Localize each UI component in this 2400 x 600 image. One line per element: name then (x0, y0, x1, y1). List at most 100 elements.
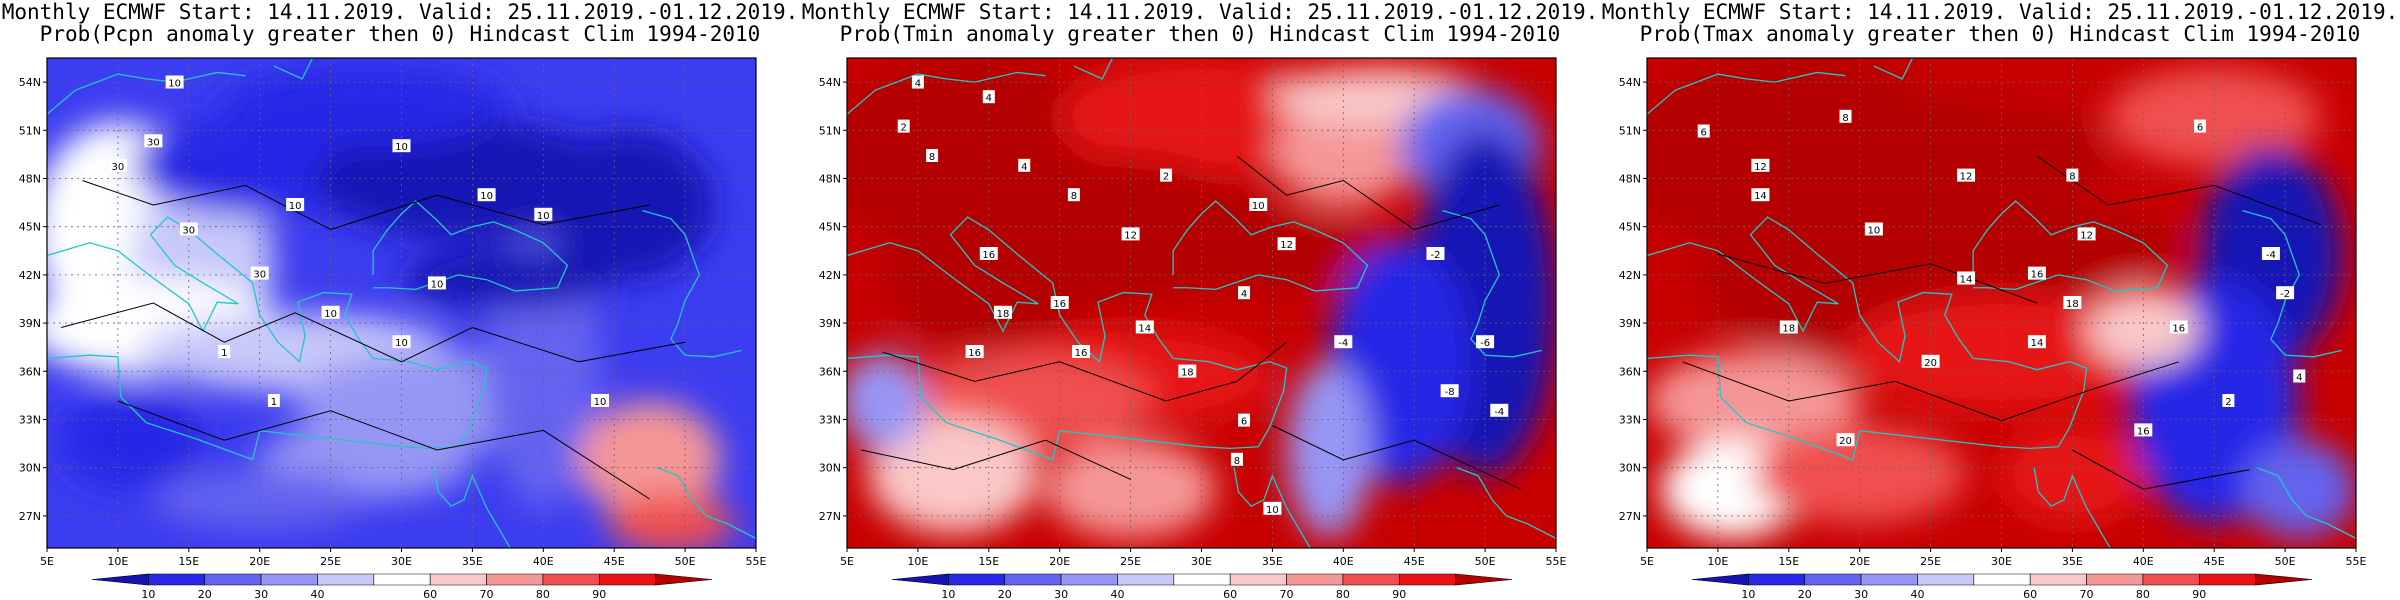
contour-label-text: 18 (1782, 324, 1795, 335)
colorbar-label: 20 (1798, 588, 1812, 600)
contour-label: 12 (1277, 237, 1296, 251)
lat-tick-label: 48N (19, 172, 41, 185)
coastline (1873, 58, 1914, 80)
colorbar-label: 80 (1336, 588, 1350, 600)
contour-label-text: 12 (1280, 240, 1293, 251)
lat-tick-label: 30N (819, 462, 841, 475)
contour-label-text: 10 (324, 309, 337, 320)
probability-region (607, 494, 735, 548)
colorbar-segment (2142, 573, 2200, 586)
colorbar-segment (1917, 573, 1975, 586)
contour-label: 30 (108, 158, 127, 173)
lat-tick-label: 30N (19, 462, 41, 475)
contour-label: 1 (218, 345, 231, 359)
coastline (1972, 200, 2169, 292)
contour-label-text: 14 (2031, 338, 2044, 349)
contour-label: 6 (1238, 413, 1251, 428)
contour-label: 14 (1751, 188, 1770, 202)
coastline (1456, 467, 1556, 539)
map-title-line2: Prob(Pcpn anomaly greater then 0) Hindca… (39, 22, 761, 46)
contour-label-text: 16 (1075, 348, 1088, 359)
probability-region (1286, 361, 1372, 539)
colorbar-label: 30 (254, 588, 268, 600)
contour-label-text: 8 (929, 152, 935, 163)
probability-region (543, 131, 714, 279)
probability-region (2242, 440, 2356, 539)
contour-label: 10 (1249, 198, 1268, 212)
coastline (847, 71, 1046, 115)
lon-tick-label: 40E (1333, 555, 1354, 568)
contour-label: -4 (2261, 247, 2280, 261)
contour-label-text: 10 (1266, 505, 1279, 516)
colorbar-segment (1691, 573, 1749, 586)
contour-label: 4 (911, 75, 924, 90)
coastline (1442, 209, 1542, 358)
probability-field (1647, 58, 2356, 548)
contour-label-text: 4 (1241, 289, 1247, 300)
lat-tick-label: 36N (19, 365, 41, 378)
colorbar-segment (1173, 573, 1231, 586)
lon-tick-label: 45E (2204, 555, 2225, 568)
colorbar-segment (655, 573, 713, 586)
lat-tick-label: 42N (819, 269, 841, 282)
isoline (61, 302, 686, 363)
probability-region (401, 249, 615, 308)
coastline (1073, 58, 1114, 80)
contour-label-text: 10 (395, 142, 408, 153)
colorbar-segment (317, 573, 375, 586)
contour-label-text: 14 (1138, 324, 1151, 335)
colorbar-segment (1117, 573, 1175, 586)
colorbar-segment (148, 573, 206, 586)
contour-label-text: -6 (1480, 338, 1490, 349)
contour-label-text: 6 (1701, 128, 1707, 139)
contour-labels: 6 8 12 14 12 10 14 16 18 18 20 20 14 12 16 16 -2 -4 4 2 6 8 (1697, 109, 2306, 447)
contour-label-text: 30 (147, 137, 160, 148)
lon-tick-label: 55E (1546, 555, 1567, 568)
contour-label: 10 (1864, 222, 1883, 237)
colorbar-segment (1748, 573, 1806, 586)
contour-label: 20 (1921, 354, 1940, 369)
contour-label: 10 (286, 198, 305, 212)
contour-label: 18 (1779, 320, 1798, 335)
colorbar-segment (2086, 573, 2144, 586)
lat-tick-label: 45N (1619, 221, 1641, 234)
probability-region (2086, 288, 2201, 367)
coastline (2033, 467, 2111, 548)
map-title-line1: Monthly ECMWF Start: 14.11.2019. Valid: … (1, 0, 799, 24)
lat-tick-label: 36N (819, 365, 841, 378)
contour-label: 6 (2194, 119, 2207, 134)
colorbar-label: 60 (1223, 588, 1237, 600)
contour-label-text: 10 (1252, 201, 1265, 212)
colorbar-label: 90 (1392, 588, 1406, 600)
coastline (656, 467, 756, 539)
colorbar-segment (204, 573, 262, 586)
contour-label: 10 (591, 394, 610, 408)
contour-label: 16 (2134, 423, 2153, 437)
probability-region (1045, 440, 1216, 539)
colorbar-segment (260, 573, 318, 586)
contour-label-text: -2 (1430, 250, 1440, 261)
contour-label-text: 4 (915, 79, 921, 90)
lat-tick-label: 45N (819, 221, 841, 234)
lon-tick-label: 30E (1991, 555, 2012, 568)
colorbar-segment (542, 573, 600, 586)
lon-tick-label: 20E (1849, 555, 1870, 568)
isolines (861, 155, 1521, 490)
contour-label: 4 (2293, 369, 2306, 384)
lat-tick-label: 33N (1619, 413, 1641, 426)
contour-label: 10 (392, 335, 411, 349)
contour-label: 10 (392, 139, 411, 153)
contour-label: 10 (534, 207, 553, 222)
contour-label-text: 14 (1960, 275, 1973, 286)
colorbar-segment (1342, 573, 1400, 586)
lat-tick-label: 42N (1619, 269, 1641, 282)
coastline (273, 58, 314, 80)
colorbar-label: 10 (1741, 588, 1755, 600)
lon-tick-label: 10E (907, 555, 928, 568)
colorbar-segment (1060, 573, 1118, 586)
coastline (47, 71, 246, 115)
isoline (882, 341, 1287, 402)
contour-label: 10 (427, 276, 446, 290)
contour-label: 10 (165, 75, 184, 90)
contour-label: 4 (1018, 158, 1031, 173)
